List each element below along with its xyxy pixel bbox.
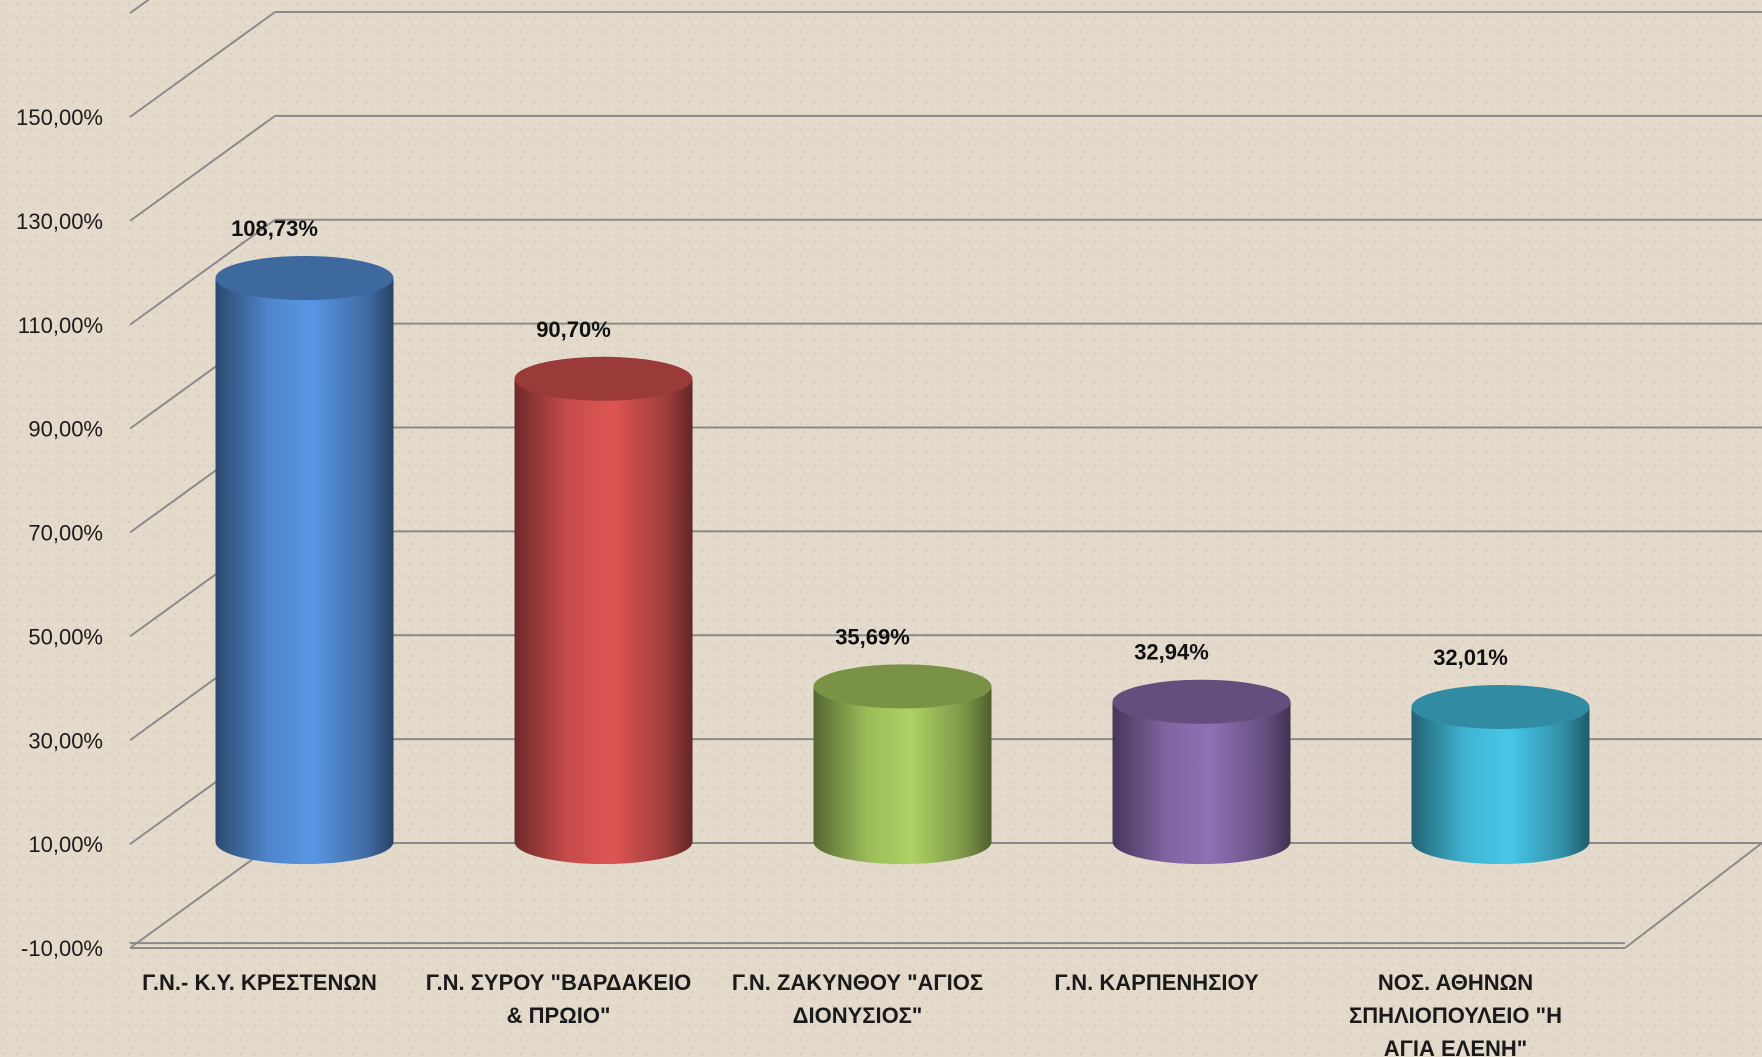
bar-body	[514, 378, 693, 864]
bar	[813, 664, 992, 864]
data-label: 32,94%	[1134, 640, 1209, 665]
y-tick-label: 50,00%	[28, 624, 103, 649]
data-label: 32,01%	[1433, 645, 1508, 670]
y-tick-label: 70,00%	[28, 521, 103, 546]
category-label: & ΠΡΩΙΟ"	[507, 1003, 611, 1028]
category-label: Γ.Ν. ΖΑΚΥΝΘΟΥ "ΑΓΙΟΣ	[732, 970, 983, 995]
y-tick-label: 90,00%	[28, 417, 103, 442]
y-tick-label: 10,00%	[28, 832, 103, 857]
bar-body	[215, 278, 394, 864]
y-tick-label: -10,00%	[21, 936, 103, 961]
data-label: 108,73%	[231, 216, 318, 241]
gridline	[129, 218, 1762, 326]
bar-body	[1411, 706, 1590, 864]
bar-body	[1112, 701, 1291, 864]
category-label: ΔΙΟΝΥΣΙΟΣ"	[793, 1003, 923, 1028]
bar-top	[1112, 679, 1291, 724]
bar	[215, 256, 394, 864]
data-label: 35,69%	[835, 624, 910, 649]
y-tick-label: 130,00%	[16, 209, 103, 234]
data-label: 90,70%	[536, 317, 611, 342]
category-label: ΣΠΗΛΙΟΠΟΥΛΕΙΟ "Η	[1349, 1003, 1562, 1028]
chart-floor	[130, 842, 1762, 949]
gridline	[129, 114, 1762, 222]
gridline	[129, 11, 1762, 118]
bar-body	[813, 686, 992, 864]
y-tick-label: 110,00%	[18, 313, 103, 338]
category-label: Γ.Ν. ΚΑΡΠΕΝΗΣΙΟΥ	[1054, 970, 1259, 995]
category-label: ΑΓΙΑ ΕΛΕΝΗ"	[1384, 1036, 1527, 1057]
category-label: Γ.Ν. ΣΥΡΟΥ "ΒΑΡΔΑΚΕΙΟ	[426, 970, 692, 995]
bar-top	[813, 664, 992, 709]
category-label: Γ.Ν.- Κ.Υ. ΚΡΕΣΤΕΝΩΝ	[142, 970, 377, 995]
category-label: ΝΟΣ. ΑΘΗΝΩΝ	[1378, 970, 1533, 995]
y-tick-label: 150,00%	[16, 105, 103, 130]
bar	[1112, 679, 1291, 864]
bar-top	[514, 356, 693, 401]
bar	[514, 356, 693, 864]
y-tick-label: 30,00%	[28, 728, 103, 753]
bar-top	[215, 256, 394, 300]
bar	[1411, 684, 1590, 864]
bar-top	[1411, 684, 1590, 729]
